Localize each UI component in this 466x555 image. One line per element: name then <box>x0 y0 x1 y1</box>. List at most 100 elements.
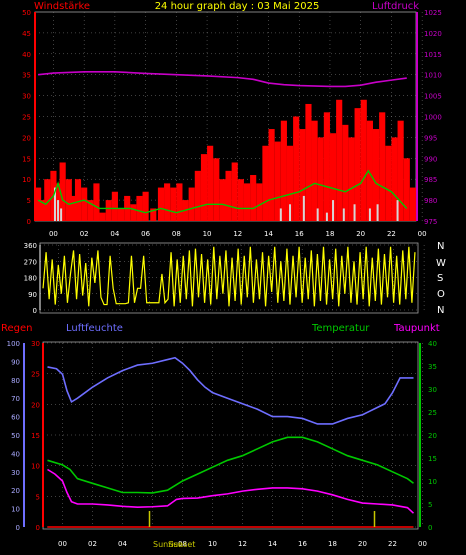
humidity-axis-title: Luftfeuchte <box>66 323 123 334</box>
dewpoint-axis-title: Taupunkt <box>393 323 440 334</box>
wind-bar <box>317 137 324 221</box>
rain-tick-label: 20 <box>31 401 40 409</box>
pressure-tick-label: 985 <box>424 176 437 184</box>
direction-tick-label: 360 <box>24 242 37 250</box>
temperature-tick-label: 10 <box>428 478 437 486</box>
gust-bar <box>396 200 399 221</box>
wind-tick-label: 35 <box>22 72 31 80</box>
time-tick-label: 12 <box>238 540 247 548</box>
time-tick-label: 18 <box>328 540 337 548</box>
direction-tick-label: 0 <box>33 307 37 315</box>
wind-bar <box>262 145 269 221</box>
rain-axis-title: Regen <box>1 323 33 334</box>
time-tick-label: 06 <box>141 230 150 238</box>
wind-bar <box>44 179 51 221</box>
wind-bar <box>117 208 125 221</box>
time-tick-label: 10 <box>203 230 212 238</box>
compass-label: N <box>437 305 444 316</box>
gust-bar <box>289 204 292 221</box>
temperature-tick-label: 40 <box>428 340 437 348</box>
wind-bar <box>150 208 157 221</box>
wind-bar <box>311 120 318 221</box>
wind-tick-label: 20 <box>22 134 31 142</box>
wind-bar <box>385 145 392 221</box>
wind-bar <box>87 200 94 221</box>
wind-bar <box>323 112 330 221</box>
humidity-tick-label: 80 <box>11 377 20 385</box>
gust-bar <box>60 208 63 221</box>
wind-bar <box>274 141 281 221</box>
time-tick-label: 22 <box>387 230 396 238</box>
time-tick-label: 02 <box>80 230 89 238</box>
wind-tick-label: 15 <box>22 155 31 163</box>
humidity-tick-label: 40 <box>11 450 20 458</box>
time-tick-label: 00 <box>418 540 427 548</box>
wind-bar <box>286 145 294 221</box>
pressure-tick-label: 1010 <box>424 72 442 80</box>
gust-bar <box>325 212 328 221</box>
wind-bar <box>336 99 343 221</box>
wind-bar <box>256 183 263 221</box>
wind-bar <box>213 158 220 221</box>
wind-bar <box>200 154 208 221</box>
gust-bar <box>332 200 335 221</box>
humidity-tick-label: 60 <box>11 414 20 422</box>
rain-tick-label: 25 <box>31 371 40 379</box>
wind-bar <box>81 187 88 221</box>
time-tick-label: 00 <box>418 230 427 238</box>
wind-bar <box>372 129 380 221</box>
gust-bar <box>368 208 371 221</box>
time-tick-label: 08 <box>172 230 181 238</box>
pressure-tick-label: 975 <box>424 218 437 226</box>
humidity-tick-label: 50 <box>11 432 20 440</box>
rain-tick-label: 15 <box>31 432 40 440</box>
time-tick-label: 14 <box>264 230 273 238</box>
gust-bar <box>353 204 356 221</box>
rain-tick-label: 0 <box>36 524 40 532</box>
rain-tick-label: 30 <box>31 340 40 348</box>
gust-bar <box>316 208 319 221</box>
wind-bar <box>188 187 195 221</box>
compass-label: N <box>437 241 444 252</box>
wind-average-line <box>37 169 408 214</box>
time-tick-label: 22 <box>388 540 397 548</box>
wind-bar <box>237 179 244 221</box>
wind-bar <box>39 200 46 221</box>
wind-bar <box>99 212 106 221</box>
wind-bar <box>70 195 77 221</box>
pressure-tick-label: 1005 <box>424 93 442 101</box>
wind-bar <box>305 103 312 221</box>
wind-tick-label: 10 <box>22 176 31 184</box>
wind-bar <box>329 133 337 221</box>
wind-bar <box>360 99 367 221</box>
wind-bar <box>130 204 137 221</box>
pressure-line <box>37 70 407 88</box>
pressure-tick-label: 990 <box>424 155 437 163</box>
wind-bar <box>219 179 226 221</box>
time-tick-label: 16 <box>295 230 304 238</box>
wind-tick-label: 40 <box>22 51 31 59</box>
humidity-tick-label: 90 <box>11 358 20 366</box>
wind-bar <box>299 129 306 221</box>
gust-bar <box>376 204 379 221</box>
compass-label: O <box>437 289 445 300</box>
gust-bar <box>279 208 282 221</box>
pressure-tick-label: 1025 <box>424 9 442 17</box>
pressure-axis-title: Luftdruck <box>372 1 419 12</box>
time-tick-label: 20 <box>358 540 367 548</box>
wind-bar <box>342 124 349 221</box>
pressure-tick-label: 1015 <box>424 51 442 59</box>
wind-bar <box>207 145 214 221</box>
time-tick-label: 20 <box>356 230 365 238</box>
climate-panel-frame <box>42 341 419 530</box>
wind-bar <box>65 179 72 221</box>
time-tick-label: 04 <box>110 230 119 238</box>
humidity-tick-label: 30 <box>11 469 20 477</box>
wind-tick-label: 45 <box>22 30 31 38</box>
temperature-tick-label: 35 <box>428 363 437 371</box>
humidity-tick-label: 100 <box>7 340 20 348</box>
wind-bar <box>250 175 257 221</box>
pressure-tick-label: 1020 <box>424 30 442 38</box>
wind-bar <box>391 137 398 221</box>
compass-label: S <box>437 273 443 284</box>
